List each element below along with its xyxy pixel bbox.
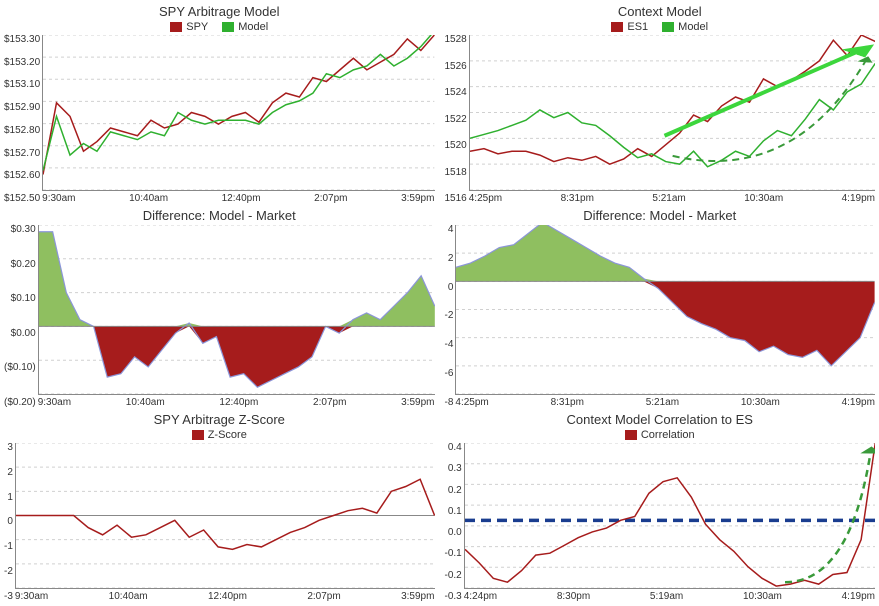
y-axis: 3210-1-2-3 bbox=[4, 443, 15, 602]
chart-grid: SPY Arbitrage Model SPY Model $153.30$15… bbox=[4, 4, 875, 602]
x-axis: 4:25pm8:31pm5:21am10:30am4:19pm bbox=[469, 191, 875, 204]
plot bbox=[42, 35, 434, 191]
panel-context-model: Context Model ES1 Model 1528152615241522… bbox=[445, 4, 876, 204]
y-axis: 420-2-4-6-8 bbox=[445, 225, 456, 408]
legend-item-correlation: Correlation bbox=[625, 429, 695, 441]
panel-spy-difference: Difference: Model - Market $0.30$0.20$0.… bbox=[4, 208, 435, 408]
x-axis: 4:25pm8:31pm5:21am10:30am4:19pm bbox=[455, 395, 875, 408]
swatch bbox=[170, 22, 182, 32]
swatch bbox=[625, 430, 637, 440]
swatch bbox=[611, 22, 623, 32]
chart-title: Context Model bbox=[445, 4, 876, 19]
plot bbox=[455, 225, 875, 395]
legend-item-zscore: Z-Score bbox=[192, 429, 247, 441]
chart-title: Context Model Correlation to ES bbox=[445, 412, 876, 427]
x-axis: 9:30am10:40am12:40pm2:07pm3:59pm bbox=[42, 191, 434, 204]
plot bbox=[15, 443, 435, 589]
swatch bbox=[662, 22, 674, 32]
chart-area: $153.30$153.20$153.10$152.90$152.80$152.… bbox=[4, 35, 435, 204]
chart-title: SPY Arbitrage Z-Score bbox=[4, 412, 435, 427]
y-axis: $153.30$153.20$153.10$152.90$152.80$152.… bbox=[4, 35, 42, 204]
legend: ES1 Model bbox=[445, 21, 876, 33]
plot bbox=[469, 35, 875, 191]
chart-area: 1528152615241522152015181516 4:25pm8:31p… bbox=[445, 35, 876, 204]
chart-title: Difference: Model - Market bbox=[4, 208, 435, 223]
panel-context-difference: Difference: Model - Market 420-2-4-6-8 4… bbox=[445, 208, 876, 408]
x-axis: 4:24pm8:30pm5:19am10:30am4:19pm bbox=[464, 589, 875, 602]
x-axis: 9:30am10:40am12:40pm2:07pm3:59pm bbox=[15, 589, 435, 602]
legend: Z-Score bbox=[4, 429, 435, 441]
panel-spy-arbitrage: SPY Arbitrage Model SPY Model $153.30$15… bbox=[4, 4, 435, 204]
legend-item-model: Model bbox=[662, 21, 708, 33]
swatch bbox=[192, 430, 204, 440]
y-axis: $0.30$0.20$0.10$0.00($0.10)($0.20) bbox=[4, 225, 38, 408]
panel-spy-zscore: SPY Arbitrage Z-Score Z-Score 3210-1-2-3… bbox=[4, 412, 435, 602]
legend: SPY Model bbox=[4, 21, 435, 33]
chart-area: $0.30$0.20$0.10$0.00($0.10)($0.20) 9:30a… bbox=[4, 225, 435, 408]
legend: Correlation bbox=[445, 429, 876, 441]
panel-context-correlation: Context Model Correlation to ES Correlat… bbox=[445, 412, 876, 602]
plot bbox=[38, 225, 435, 395]
swatch bbox=[222, 22, 234, 32]
x-axis: 9:30am10:40am12:40pm2:07pm3:59pm bbox=[38, 395, 435, 408]
chart-title: SPY Arbitrage Model bbox=[4, 4, 435, 19]
legend-item-model: Model bbox=[222, 21, 268, 33]
chart-area: 0.40.30.20.10.0-0.1-0.2-0.3 4:24pm8:30pm… bbox=[445, 443, 876, 602]
legend-item-es1: ES1 bbox=[611, 21, 648, 33]
chart-area: 420-2-4-6-8 4:25pm8:31pm5:21am10:30am4:1… bbox=[445, 225, 876, 408]
plot bbox=[464, 443, 875, 589]
chart-title: Difference: Model - Market bbox=[445, 208, 876, 223]
chart-area: 3210-1-2-3 9:30am10:40am12:40pm2:07pm3:5… bbox=[4, 443, 435, 602]
legend-item-spy: SPY bbox=[170, 21, 208, 33]
y-axis: 1528152615241522152015181516 bbox=[445, 35, 469, 204]
y-axis: 0.40.30.20.10.0-0.1-0.2-0.3 bbox=[445, 443, 464, 602]
